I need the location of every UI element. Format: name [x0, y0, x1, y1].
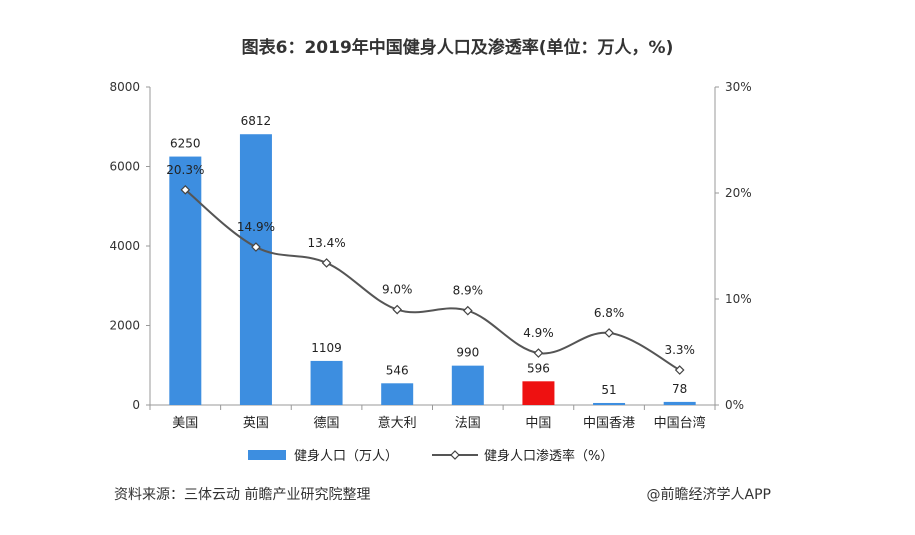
y-right-tick-label: 20% [725, 186, 752, 200]
y-left-tick-label: 8000 [109, 80, 140, 94]
line-point-marker [392, 304, 403, 315]
line-value-label: 8.9% [453, 284, 484, 298]
bar [663, 401, 696, 405]
legend-line-marker [450, 450, 460, 460]
line-value-label: 14.9% [237, 220, 275, 234]
bar [593, 402, 626, 405]
bar [239, 134, 272, 405]
x-category-label: 中国台湾 [654, 415, 706, 431]
bar-value-label: 546 [386, 363, 409, 377]
line-value-label: 4.9% [523, 326, 554, 340]
x-category-label: 英国 [243, 416, 269, 431]
x-category-label: 中国香港 [583, 416, 635, 431]
bar-value-label: 6812 [241, 114, 272, 128]
bar-value-label: 990 [456, 346, 479, 360]
legend-bar-label: 健身人口（万人） [294, 448, 398, 464]
line-point-marker [674, 365, 685, 375]
bar-value-label: 596 [527, 361, 550, 375]
bar-value-label: 51 [601, 383, 616, 397]
y-right-tick-label: 30% [725, 80, 752, 94]
legend-line-label: 健身人口渗透率（%） [484, 448, 613, 464]
bar [522, 381, 555, 405]
x-category-label: 德国 [314, 416, 340, 431]
y-left-tick-label: 6000 [109, 160, 140, 174]
x-category-label: 意大利 [378, 415, 417, 431]
y-left-tick-label: 0 [132, 398, 140, 412]
legend-bar-swatch [248, 450, 286, 460]
x-category-label: 美国 [172, 416, 198, 431]
x-category-label: 中国 [525, 416, 551, 431]
x-category-label: 法国 [455, 416, 481, 431]
line-value-label: 13.4% [308, 236, 346, 250]
line-value-label: 3.3% [664, 343, 695, 357]
line-value-label: 20.3% [166, 163, 204, 177]
bar-value-label: 78 [672, 382, 687, 396]
line-point-marker [604, 328, 614, 338]
line-value-label: 6.8% [594, 306, 625, 320]
line-point-marker [251, 242, 261, 252]
source-note: 资料来源：三体云动 前瞻产业研究院整理 [114, 487, 371, 503]
y-left-tick-label: 2000 [109, 319, 140, 333]
y-left-tick-label: 4000 [109, 239, 140, 253]
credit-note: @前瞻经济学人APP [646, 487, 771, 503]
line-value-label: 9.0% [382, 283, 413, 297]
bar-value-label: 1109 [311, 341, 342, 355]
line-point-marker [533, 348, 544, 358]
bar [381, 383, 414, 405]
line-point-marker [462, 305, 473, 316]
line-point-marker [321, 258, 332, 268]
bar [451, 365, 484, 405]
penetration-rate-line [184, 189, 681, 371]
bar-value-label: 6250 [170, 137, 201, 151]
y-right-tick-label: 0% [725, 398, 744, 412]
chart-title: 图表6：2019年中国健身人口及渗透率(单位：万人，%) [241, 38, 674, 58]
line-point-marker [180, 184, 191, 195]
bar [310, 360, 343, 405]
y-right-tick-label: 10% [725, 292, 752, 306]
